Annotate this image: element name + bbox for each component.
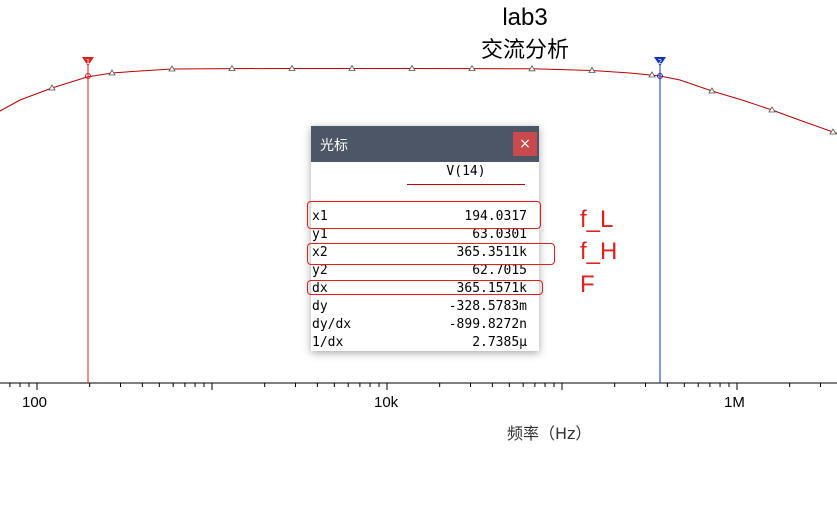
- row-x2: x2 365.3511k: [311, 245, 539, 263]
- row-value: 63.0301: [472, 227, 527, 242]
- annotation-f-l: f_L: [580, 206, 614, 233]
- row-value: 365.3511k: [456, 245, 527, 260]
- trace-marker: [348, 64, 356, 71]
- row-dy-dx: dy/dx -899.8272n: [311, 317, 539, 335]
- cursor-1[interactable]: 1: [82, 57, 94, 383]
- row-label: dx: [312, 281, 328, 296]
- cursor-panel: 光标 × V(14) x1 194.0317 y1 63.0301 x2 365…: [311, 126, 539, 351]
- trace-marker: [468, 64, 476, 71]
- column-underline: [407, 184, 525, 185]
- close-button[interactable]: ×: [513, 132, 537, 156]
- row-label: 1/dx: [312, 335, 344, 350]
- trace-marker: [288, 64, 296, 71]
- row-label: y2: [312, 263, 328, 278]
- trace-marker: [408, 64, 416, 71]
- row-value: 62.7015: [472, 263, 527, 278]
- tick-label-1m: 1M: [724, 394, 745, 411]
- trace-marker: [648, 71, 656, 78]
- row-value: -328.5783m: [448, 299, 527, 314]
- cursor-1-label: 1: [86, 58, 90, 66]
- row-value: 365.1571k: [456, 281, 527, 296]
- row-label: x2: [312, 245, 328, 260]
- row-y1: y1 63.0301: [311, 227, 539, 245]
- trace-marker: [588, 66, 596, 73]
- row-inv-dx: 1/dx 2.7385µ: [311, 335, 539, 353]
- trace-marker: [528, 65, 536, 72]
- tick-label-10k: 10k: [374, 394, 399, 411]
- row-label: y1: [312, 227, 328, 242]
- x-axis: [0, 382, 837, 390]
- annotation-f: F: [580, 271, 595, 298]
- voltage-trace: [0, 68, 837, 135]
- trace-marker: [829, 128, 837, 135]
- tick-label-100: 100: [22, 394, 48, 411]
- cursor-2-handle[interactable]: [654, 57, 666, 66]
- trace-marker: [48, 84, 56, 91]
- panel-title: 光标: [320, 138, 348, 154]
- cursor-1-handle[interactable]: [82, 57, 94, 66]
- plot-title: lab3: [502, 4, 548, 31]
- highlight-x1-box: [307, 201, 541, 229]
- row-label: dy: [312, 299, 328, 314]
- cursor-2-label: 2: [658, 58, 662, 66]
- trace-markers: [48, 64, 837, 135]
- cursor-1-point: [85, 73, 91, 79]
- highlight-x2-box: [307, 243, 555, 265]
- row-value: 2.7385µ: [472, 335, 527, 350]
- row-value: -899.8272n: [448, 317, 527, 332]
- trace-marker: [108, 69, 116, 76]
- annotation-f-h: f_H: [580, 238, 618, 265]
- column-header: V(14): [446, 164, 486, 179]
- highlight-dx-box: [307, 280, 543, 295]
- cursor-2[interactable]: 2: [654, 57, 666, 383]
- trace-marker: [228, 64, 236, 71]
- row-dx: dx 365.1571k: [311, 281, 539, 299]
- row-y2: y2 62.7015: [311, 263, 539, 281]
- panel-header[interactable]: 光标 ×: [311, 126, 539, 162]
- plot-subtitle: 交流分析: [480, 38, 569, 63]
- trace-marker: [768, 106, 776, 113]
- trace-marker: [708, 87, 716, 94]
- row-x1: x1 194.0317: [311, 209, 539, 227]
- x-axis-label: 频率（Hz）: [507, 424, 592, 443]
- row-value: 194.0317: [464, 209, 527, 224]
- row-dy: dy -328.5783m: [311, 299, 539, 317]
- row-label: dy/dx: [312, 317, 352, 332]
- cursor-2-point: [657, 73, 663, 79]
- row-label: x1: [312, 209, 328, 224]
- trace-marker: [168, 65, 176, 72]
